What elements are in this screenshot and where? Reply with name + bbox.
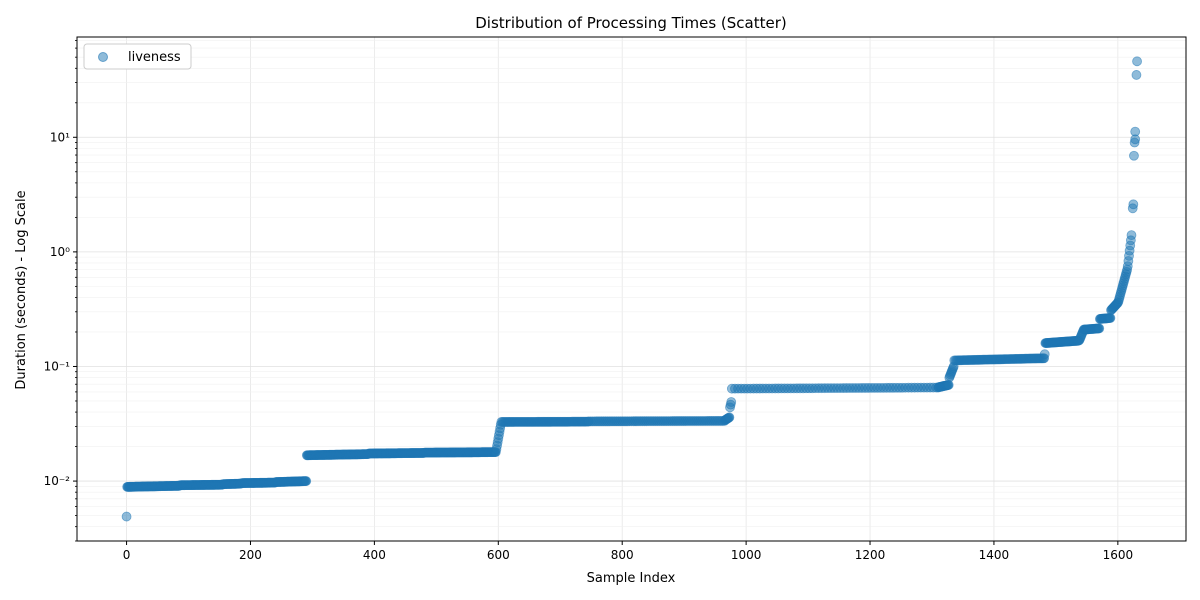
x-tick-label: 1400	[979, 548, 1010, 562]
y-tick-label: 10⁻²	[44, 474, 71, 488]
x-tick-label: 800	[611, 548, 634, 562]
x-tick-label: 200	[239, 548, 262, 562]
data-points	[121, 56, 1142, 522]
x-tick-label: 400	[363, 548, 386, 562]
data-point	[1131, 70, 1142, 80]
legend-box	[83, 43, 192, 70]
plot-frame	[76, 36, 1187, 542]
x-tick-label: 1000	[731, 548, 762, 562]
data-point	[301, 476, 312, 486]
x-tick-label: 0	[123, 548, 131, 562]
data-point	[1130, 126, 1141, 137]
x-axis-label: Sample Index	[587, 571, 676, 586]
data-point	[1129, 150, 1139, 161]
y-axis-label: Duration (seconds) - Log Scale	[14, 190, 29, 389]
y-tick-label: 10⁻¹	[44, 359, 71, 373]
data-point	[1126, 230, 1137, 241]
data-point	[726, 397, 737, 407]
chart-title: Distribution of Processing Times (Scatte…	[475, 14, 786, 32]
data-point	[1128, 199, 1139, 210]
legend: liveness	[83, 43, 192, 70]
x-tick-label: 1200	[855, 548, 886, 562]
data-point	[1094, 323, 1105, 334]
data-point	[724, 412, 735, 423]
x-tick-label: 1600	[1103, 548, 1134, 562]
x-tick-label: 600	[487, 548, 510, 562]
grid	[77, 37, 1186, 542]
data-point	[1039, 349, 1050, 360]
y-tick-label: 10⁰	[50, 245, 70, 259]
x-axis-ticks: 0 200 400 600 800 1000 1200 1400 1600	[123, 541, 1133, 562]
y-axis-ticks: 10⁻² 10⁻¹ 10⁰ 10¹	[44, 40, 77, 542]
legend-label: liveness	[128, 50, 181, 65]
data-point	[1132, 56, 1142, 67]
y-tick-label: 10¹	[50, 130, 70, 144]
data-point	[121, 511, 132, 522]
legend-marker	[98, 52, 108, 62]
